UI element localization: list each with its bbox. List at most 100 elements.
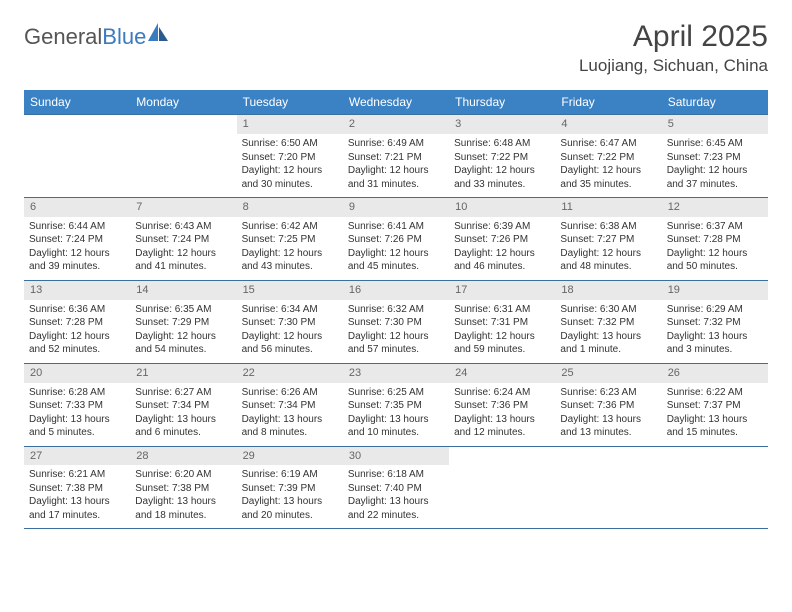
- day-detail-row: Sunrise: 6:50 AMSunset: 7:20 PMDaylight:…: [24, 134, 768, 198]
- day-cell: Sunrise: 6:31 AMSunset: 7:31 PMDaylight:…: [449, 300, 555, 364]
- sunset-text: Sunset: 7:29 PM: [135, 316, 231, 330]
- day-number-row: 6789101112: [24, 198, 768, 217]
- daylight-text: Daylight: 13 hours and 1 minute.: [560, 330, 656, 357]
- sunrise-text: Sunrise: 6:36 AM: [29, 303, 125, 317]
- sunset-text: Sunset: 7:22 PM: [454, 151, 550, 165]
- day-number: 1: [237, 115, 343, 134]
- daylight-text: Daylight: 12 hours and 59 minutes.: [454, 330, 550, 357]
- daylight-text: Daylight: 13 hours and 3 minutes.: [667, 330, 763, 357]
- day-number-row: 27282930: [24, 447, 768, 466]
- daylight-text: Daylight: 13 hours and 15 minutes.: [667, 413, 763, 440]
- sunset-text: Sunset: 7:34 PM: [242, 399, 338, 413]
- sunrise-text: Sunrise: 6:31 AM: [454, 303, 550, 317]
- day-number: 24: [449, 364, 555, 383]
- daylight-text: Daylight: 12 hours and 46 minutes.: [454, 247, 550, 274]
- sunset-text: Sunset: 7:32 PM: [667, 316, 763, 330]
- sunrise-text: Sunrise: 6:35 AM: [135, 303, 231, 317]
- day-cell: [24, 134, 130, 198]
- day-cell: [449, 465, 555, 529]
- day-number-row: 12345: [24, 115, 768, 134]
- weekday-header: Wednesday: [343, 90, 449, 115]
- sunset-text: Sunset: 7:30 PM: [348, 316, 444, 330]
- day-number-row: 13141516171819: [24, 281, 768, 300]
- sunset-text: Sunset: 7:24 PM: [29, 233, 125, 247]
- sunrise-text: Sunrise: 6:48 AM: [454, 137, 550, 151]
- day-number: 14: [130, 281, 236, 300]
- sunset-text: Sunset: 7:31 PM: [454, 316, 550, 330]
- day-cell: [662, 465, 768, 529]
- day-number: 12: [662, 198, 768, 217]
- daylight-text: Daylight: 12 hours and 52 minutes.: [29, 330, 125, 357]
- sunrise-text: Sunrise: 6:45 AM: [667, 137, 763, 151]
- daylight-text: Daylight: 12 hours and 56 minutes.: [242, 330, 338, 357]
- sunset-text: Sunset: 7:34 PM: [135, 399, 231, 413]
- daylight-text: Daylight: 13 hours and 22 minutes.: [348, 495, 444, 522]
- daylight-text: Daylight: 12 hours and 35 minutes.: [560, 164, 656, 191]
- day-number: 19: [662, 281, 768, 300]
- day-cell: Sunrise: 6:24 AMSunset: 7:36 PMDaylight:…: [449, 383, 555, 447]
- sunrise-text: Sunrise: 6:49 AM: [348, 137, 444, 151]
- sunrise-text: Sunrise: 6:44 AM: [29, 220, 125, 234]
- day-cell: Sunrise: 6:36 AMSunset: 7:28 PMDaylight:…: [24, 300, 130, 364]
- sunrise-text: Sunrise: 6:30 AM: [560, 303, 656, 317]
- sunrise-text: Sunrise: 6:24 AM: [454, 386, 550, 400]
- day-number: 6: [24, 198, 130, 217]
- day-number: 29: [237, 447, 343, 466]
- sunrise-text: Sunrise: 6:21 AM: [29, 468, 125, 482]
- day-cell: Sunrise: 6:35 AMSunset: 7:29 PMDaylight:…: [130, 300, 236, 364]
- day-number: [555, 447, 661, 466]
- day-cell: Sunrise: 6:26 AMSunset: 7:34 PMDaylight:…: [237, 383, 343, 447]
- day-cell: [130, 134, 236, 198]
- day-number: 4: [555, 115, 661, 134]
- sunset-text: Sunset: 7:30 PM: [242, 316, 338, 330]
- day-number: 5: [662, 115, 768, 134]
- day-cell: Sunrise: 6:20 AMSunset: 7:38 PMDaylight:…: [130, 465, 236, 529]
- sunset-text: Sunset: 7:26 PM: [348, 233, 444, 247]
- weekday-header: Friday: [555, 90, 661, 115]
- day-number: [662, 447, 768, 466]
- day-cell: Sunrise: 6:44 AMSunset: 7:24 PMDaylight:…: [24, 217, 130, 281]
- day-number: 17: [449, 281, 555, 300]
- sunset-text: Sunset: 7:38 PM: [29, 482, 125, 496]
- sunrise-text: Sunrise: 6:22 AM: [667, 386, 763, 400]
- day-number: 25: [555, 364, 661, 383]
- day-number: 18: [555, 281, 661, 300]
- day-cell: Sunrise: 6:23 AMSunset: 7:36 PMDaylight:…: [555, 383, 661, 447]
- day-number: 9: [343, 198, 449, 217]
- sunrise-text: Sunrise: 6:38 AM: [560, 220, 656, 234]
- sunrise-text: Sunrise: 6:23 AM: [560, 386, 656, 400]
- day-number: [130, 115, 236, 134]
- day-number: 30: [343, 447, 449, 466]
- daylight-text: Daylight: 12 hours and 50 minutes.: [667, 247, 763, 274]
- logo-text-general: General: [24, 24, 102, 50]
- logo-text-blue: Blue: [102, 24, 146, 50]
- location: Luojiang, Sichuan, China: [579, 56, 768, 76]
- calendar-grid: SundayMondayTuesdayWednesdayThursdayFrid…: [24, 90, 768, 529]
- day-cell: Sunrise: 6:22 AMSunset: 7:37 PMDaylight:…: [662, 383, 768, 447]
- day-number: 21: [130, 364, 236, 383]
- daylight-text: Daylight: 12 hours and 30 minutes.: [242, 164, 338, 191]
- month-title: April 2025: [579, 20, 768, 54]
- daylight-text: Daylight: 12 hours and 54 minutes.: [135, 330, 231, 357]
- sunrise-text: Sunrise: 6:39 AM: [454, 220, 550, 234]
- day-number: 13: [24, 281, 130, 300]
- weekday-header: Saturday: [662, 90, 768, 115]
- sunrise-text: Sunrise: 6:50 AM: [242, 137, 338, 151]
- sunrise-text: Sunrise: 6:43 AM: [135, 220, 231, 234]
- daylight-text: Daylight: 13 hours and 8 minutes.: [242, 413, 338, 440]
- day-number: 10: [449, 198, 555, 217]
- day-number: 2: [343, 115, 449, 134]
- day-cell: Sunrise: 6:45 AMSunset: 7:23 PMDaylight:…: [662, 134, 768, 198]
- day-number: 8: [237, 198, 343, 217]
- day-cell: Sunrise: 6:38 AMSunset: 7:27 PMDaylight:…: [555, 217, 661, 281]
- day-cell: Sunrise: 6:48 AMSunset: 7:22 PMDaylight:…: [449, 134, 555, 198]
- day-cell: [555, 465, 661, 529]
- sunset-text: Sunset: 7:22 PM: [560, 151, 656, 165]
- sunset-text: Sunset: 7:36 PM: [560, 399, 656, 413]
- logo: GeneralBlue: [24, 20, 170, 50]
- day-detail-row: Sunrise: 6:21 AMSunset: 7:38 PM Daylight:…: [24, 465, 768, 529]
- day-cell: Sunrise: 6:47 AMSunset: 7:22 PMDaylight:…: [555, 134, 661, 198]
- daylight-text: Daylight: 12 hours and 31 minutes.: [348, 164, 444, 191]
- weekday-header: Thursday: [449, 90, 555, 115]
- day-number: 22: [237, 364, 343, 383]
